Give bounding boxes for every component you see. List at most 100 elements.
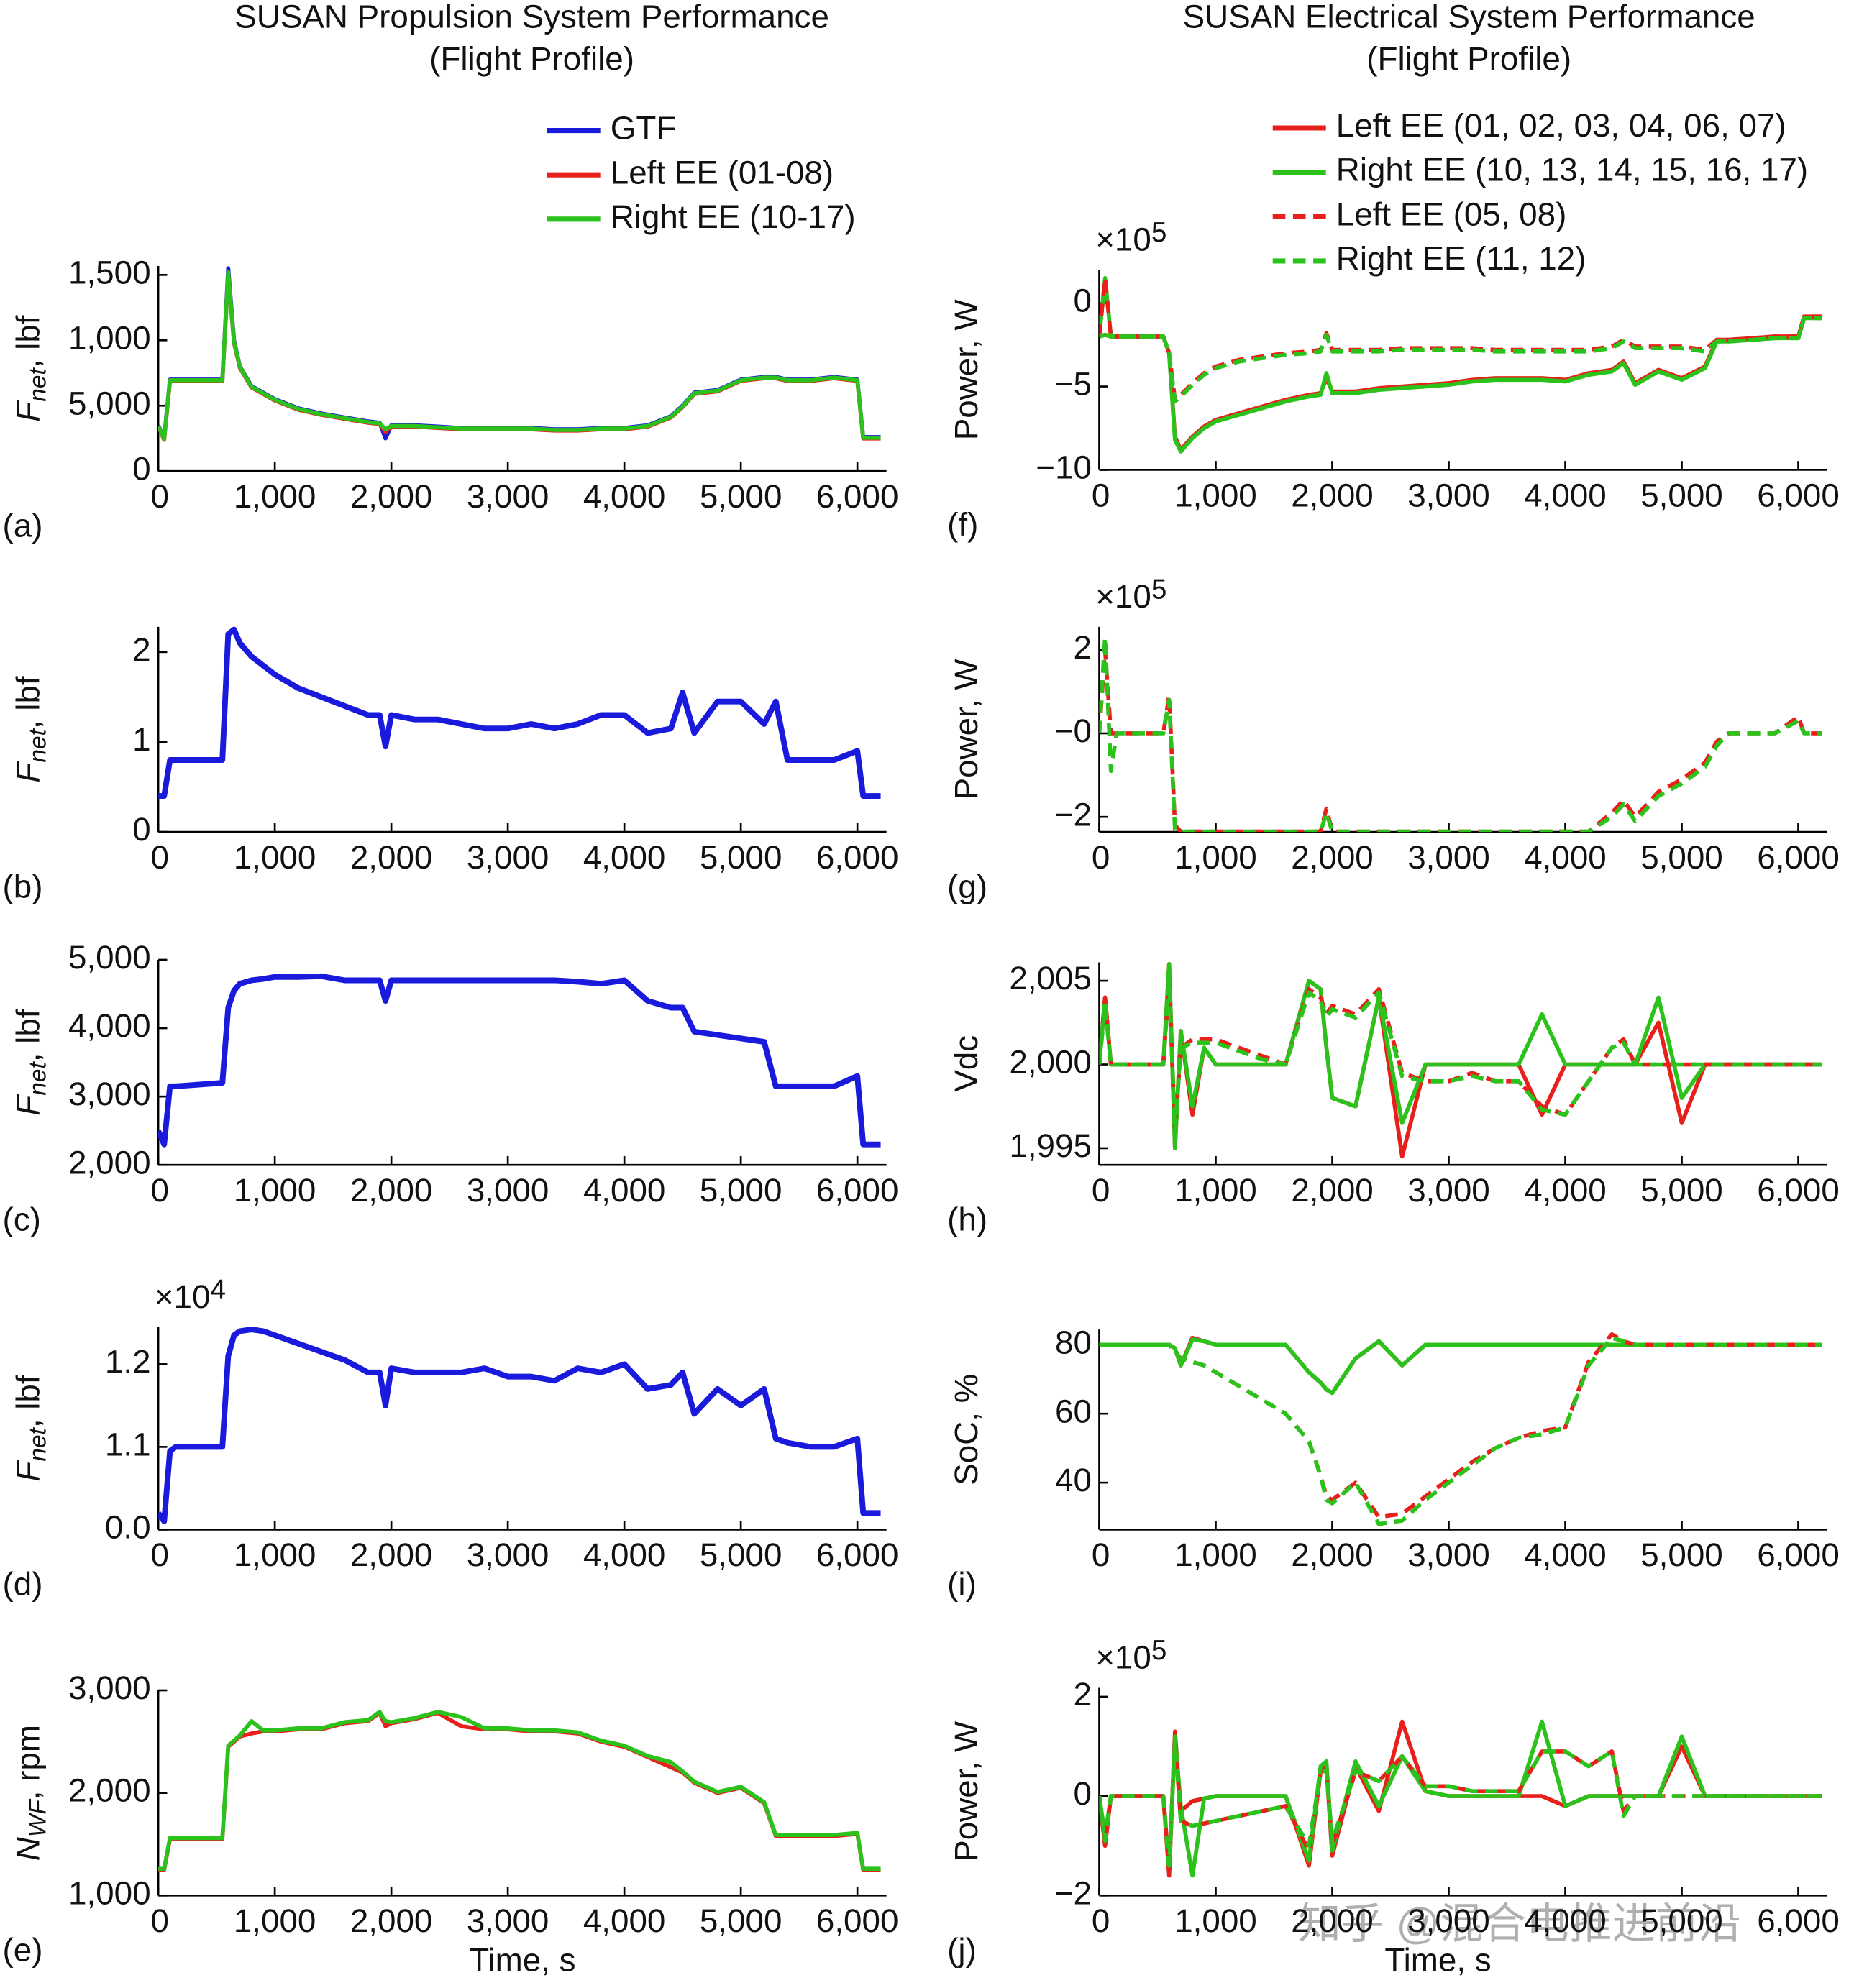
y-tick-label: 1,000: [68, 319, 151, 356]
x-tick-label: 1,000: [1174, 839, 1257, 876]
y-axis-label: Power, W: [948, 299, 985, 441]
data-line: [1099, 1739, 1822, 1868]
y-axis-label: NWF, rpm: [9, 1725, 51, 1861]
y-tick-label: 3,000: [68, 1669, 151, 1706]
x-tick-label: 6,000: [816, 839, 899, 876]
x-tick-label: 5,000: [1640, 839, 1723, 876]
plot-area: [1099, 1332, 1822, 1526]
axis-multiplier: ×105: [1095, 574, 1166, 615]
x-tick-label: 6,000: [1757, 477, 1840, 513]
x-tick-label: 5,000: [1640, 1172, 1723, 1209]
data-line: [1099, 1719, 1822, 1878]
y-tick-label: −0: [1054, 713, 1092, 749]
x-tick-label: 4,000: [583, 1536, 666, 1573]
y-axis-label-part: net: [24, 728, 51, 762]
chart-title: (Flight Profile): [1366, 40, 1571, 77]
x-tick-label: 6,000: [816, 1902, 899, 1939]
x-tick-label: 3,000: [467, 478, 549, 515]
x-tick-label: 0: [1092, 1172, 1110, 1209]
legend-label: Right EE (10, 13, 14, 15, 16, 17): [1336, 152, 1808, 188]
y-tick-label: 4,000: [68, 1007, 151, 1044]
x-tick-label: 3,000: [467, 1172, 549, 1209]
multiplier-exp: 5: [1151, 217, 1167, 248]
x-tick-label: 1,000: [1174, 477, 1257, 513]
y-tick-label: 60: [1055, 1393, 1092, 1429]
multiplier-exp: 4: [210, 1275, 226, 1306]
x-tick-label: 4,000: [583, 478, 666, 515]
y-axis-label-part: F: [9, 1094, 46, 1116]
y-tick-label: 0: [1073, 1775, 1091, 1812]
x-tick-label: 3,000: [467, 839, 549, 876]
x-tick-label: 4,000: [583, 839, 666, 876]
x-tick-label: 2,000: [350, 1172, 433, 1209]
legend-label: GTF: [611, 110, 677, 147]
y-tick-label: 1.2: [105, 1343, 151, 1380]
multiplier-exp: 5: [1151, 1635, 1167, 1666]
x-tick-label: 0: [1092, 839, 1110, 876]
x-tick-label: 1,000: [234, 478, 316, 515]
data-line: [158, 1710, 881, 1872]
legend-label: Left EE (05, 08): [1336, 196, 1567, 232]
y-axis-label-part: Power, W: [948, 1721, 985, 1862]
y-axis-label-part: net: [24, 1061, 51, 1096]
x-tick-label: 1,000: [234, 1172, 316, 1209]
y-tick-label: 3,000: [68, 1076, 151, 1112]
x-tick-label: 2,000: [350, 478, 433, 515]
x-tick-label: 5,000: [700, 839, 782, 876]
multiplier-base: ×10: [1095, 221, 1151, 258]
panel-label: (b): [3, 868, 43, 904]
x-tick-label: 4,000: [583, 1172, 666, 1209]
data-line: [1099, 979, 1822, 1134]
x-tick-label: 0: [1092, 477, 1110, 513]
x-tick-label: 5,000: [700, 1902, 782, 1939]
data-line: [158, 266, 881, 441]
x-tick-label: 6,000: [1757, 839, 1840, 876]
legend-label: Left EE (01, 02, 03, 04, 06, 07): [1336, 107, 1786, 144]
y-axis-label-part: F: [9, 761, 46, 783]
y-tick-label: −10: [1036, 449, 1092, 486]
y-axis-label-part: , rpm: [9, 1725, 46, 1800]
y-axis-label: Fnet, lbf: [9, 676, 51, 783]
x-tick-label: 3,000: [1407, 1536, 1490, 1573]
x-tick-label: 3,000: [1407, 839, 1490, 876]
x-tick-label: 5,000: [1640, 477, 1723, 513]
y-tick-label: 2,000: [1009, 1044, 1092, 1081]
y-axis-label: Power, W: [948, 659, 985, 800]
data-line: [1099, 635, 1822, 833]
x-tick-label: 2,000: [1291, 1536, 1374, 1573]
x-tick-label: 3,000: [467, 1902, 549, 1939]
data-line: [1099, 316, 1822, 404]
plot-area: [1099, 635, 1822, 833]
y-tick-label: 1: [132, 721, 150, 758]
y-axis-label: Power, W: [948, 1721, 985, 1862]
x-tick-label: 5,000: [700, 1536, 782, 1573]
x-tick-label: 1,000: [234, 1536, 316, 1573]
plot-area: [158, 626, 881, 800]
x-axis-label: Time, s: [1384, 1942, 1491, 1979]
plot-area: [158, 266, 881, 442]
y-tick-label: 1,500: [68, 254, 151, 290]
y-tick-label: 2: [1073, 629, 1091, 666]
plot-area: [158, 1710, 881, 1872]
y-tick-label: −2: [1054, 796, 1092, 833]
y-tick-label: 2: [1073, 1676, 1091, 1713]
multiplier-base: ×10: [1095, 578, 1151, 615]
x-tick-label: 4,000: [1524, 1536, 1607, 1573]
y-axis-label: Fnet, lbf: [9, 315, 51, 422]
x-tick-label: 2,000: [1291, 1902, 1374, 1939]
x-tick-label: 4,000: [1524, 1172, 1607, 1209]
x-tick-label: 4,000: [1524, 1902, 1607, 1939]
data-line: [1099, 1337, 1822, 1396]
x-tick-label: 2,000: [1291, 1172, 1374, 1209]
legend-label: Right EE (10-17): [611, 198, 856, 235]
y-tick-label: 5,000: [68, 385, 151, 421]
y-tick-label: −2: [1054, 1874, 1092, 1911]
x-tick-label: 0: [1092, 1902, 1110, 1939]
x-tick-label: 6,000: [1757, 1902, 1840, 1939]
watermark: 知乎 @混合电推进前沿: [1298, 1900, 1741, 1948]
data-line: [1099, 647, 1822, 833]
y-axis-label-part: , lbf: [9, 1009, 46, 1062]
x-tick-label: 1,000: [234, 839, 316, 876]
x-tick-label: 3,000: [467, 1536, 549, 1573]
plot-area: [1099, 276, 1822, 454]
